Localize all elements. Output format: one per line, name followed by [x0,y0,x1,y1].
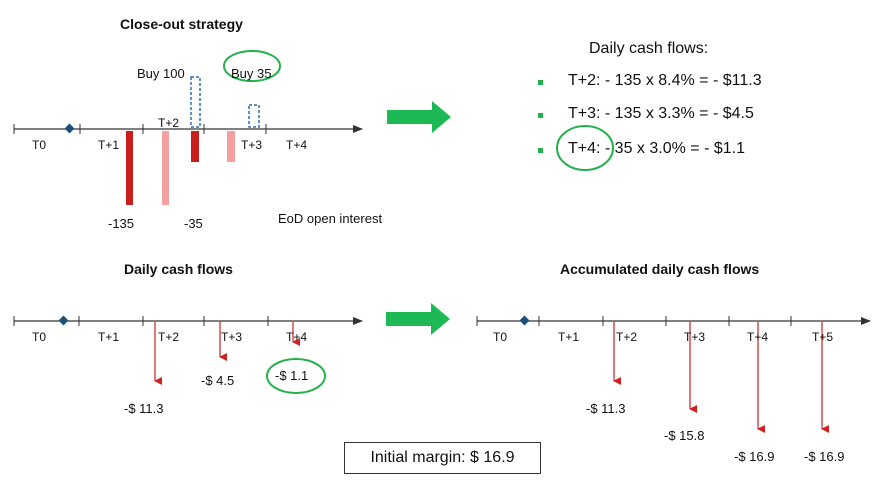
tick-label-t4: T+4 [747,330,769,344]
bar-neg-135-t2-light [162,131,169,205]
tick-label-t2: T+2 [158,330,180,344]
tick-label-t0: T0 [493,330,508,344]
neg-1-1-highlight-ellipse [266,358,326,394]
value-label-t4: -$ 1.1 [275,368,309,383]
close-out-strategy-title: Close-out strategy [120,16,243,32]
cash-flow-line-t4: T+4: - 35 x 3.0% = - $1.1 [568,140,745,157]
accumulated-cash-flows-title: Accumulated daily cash flows [560,261,760,277]
t0-diamond-marker [58,315,69,326]
tick-label-t1: T+1 [558,330,580,344]
bottom-right-timeline [476,315,871,433]
tick-label-t3: T+3 [684,330,706,344]
buy-35-dashed-box [248,104,260,128]
top-left-timeline [13,50,363,205]
tick-label-t5: T+5 [812,330,834,344]
tick-label-t3: T+3 [241,138,263,152]
tick-label-t4: T+4 [286,330,308,344]
cum-value-t5: -$ 16.9 [804,449,845,464]
cash-flow-line-t2: T+2: - 135 x 8.4% = - $11.3 [568,72,762,89]
t0-diamond-marker [519,315,530,326]
tick-label-t3: T+3 [221,330,243,344]
tick-label-t0: T0 [32,330,47,344]
eod-open-interest-label: EoD open interest [278,211,383,226]
daily-cash-flows-heading: Daily cash flows: [589,40,709,57]
green-arrow-bottom [386,303,450,335]
value-label-t2: -$ 11.3 [124,401,164,416]
tick-label-t1: T+1 [98,330,120,344]
green-arrow-top [387,101,451,133]
daily-cash-flows-title: Daily cash flows [124,261,233,277]
buy-35-highlight-ellipse [223,50,281,82]
bullet-marker [538,148,543,153]
cum-value-t3: -$ 15.8 [664,428,705,443]
cash-flow-line-t3: T+3: - 135 x 3.3% = - $4.5 [568,105,754,122]
tick-label-t1: T+1 [98,138,120,152]
initial-margin-box: Initial margin: $ 16.9 [344,442,541,474]
tick-label-t2: T+2 [616,330,638,344]
bullet-marker [538,113,543,118]
bar-neg-35-t2 [191,131,199,162]
cum-value-t4: -$ 16.9 [734,449,775,464]
tick-label-t4: T+4 [286,138,308,152]
bar-neg-135-t1 [126,131,133,205]
buy-100-dashed-box [190,76,201,128]
bar-label-neg-135: -135 [108,216,135,231]
t4-highlight-ellipse [556,125,614,171]
value-label-t3: -$ 4.5 [201,373,235,388]
bullet-marker [538,80,543,85]
bottom-left-timeline [13,315,363,394]
buy-35-label: Buy 35 [231,66,272,81]
cum-value-t2: -$ 11.3 [586,401,626,416]
t0-diamond-marker [64,123,75,134]
bar-neg-35-t3-light [227,131,235,162]
tick-label-t0: T0 [32,138,47,152]
tick-label-t2: T+2 [158,116,180,130]
bar-label-neg-35: -35 [184,216,203,231]
buy-100-label: Buy 100 [137,66,185,81]
